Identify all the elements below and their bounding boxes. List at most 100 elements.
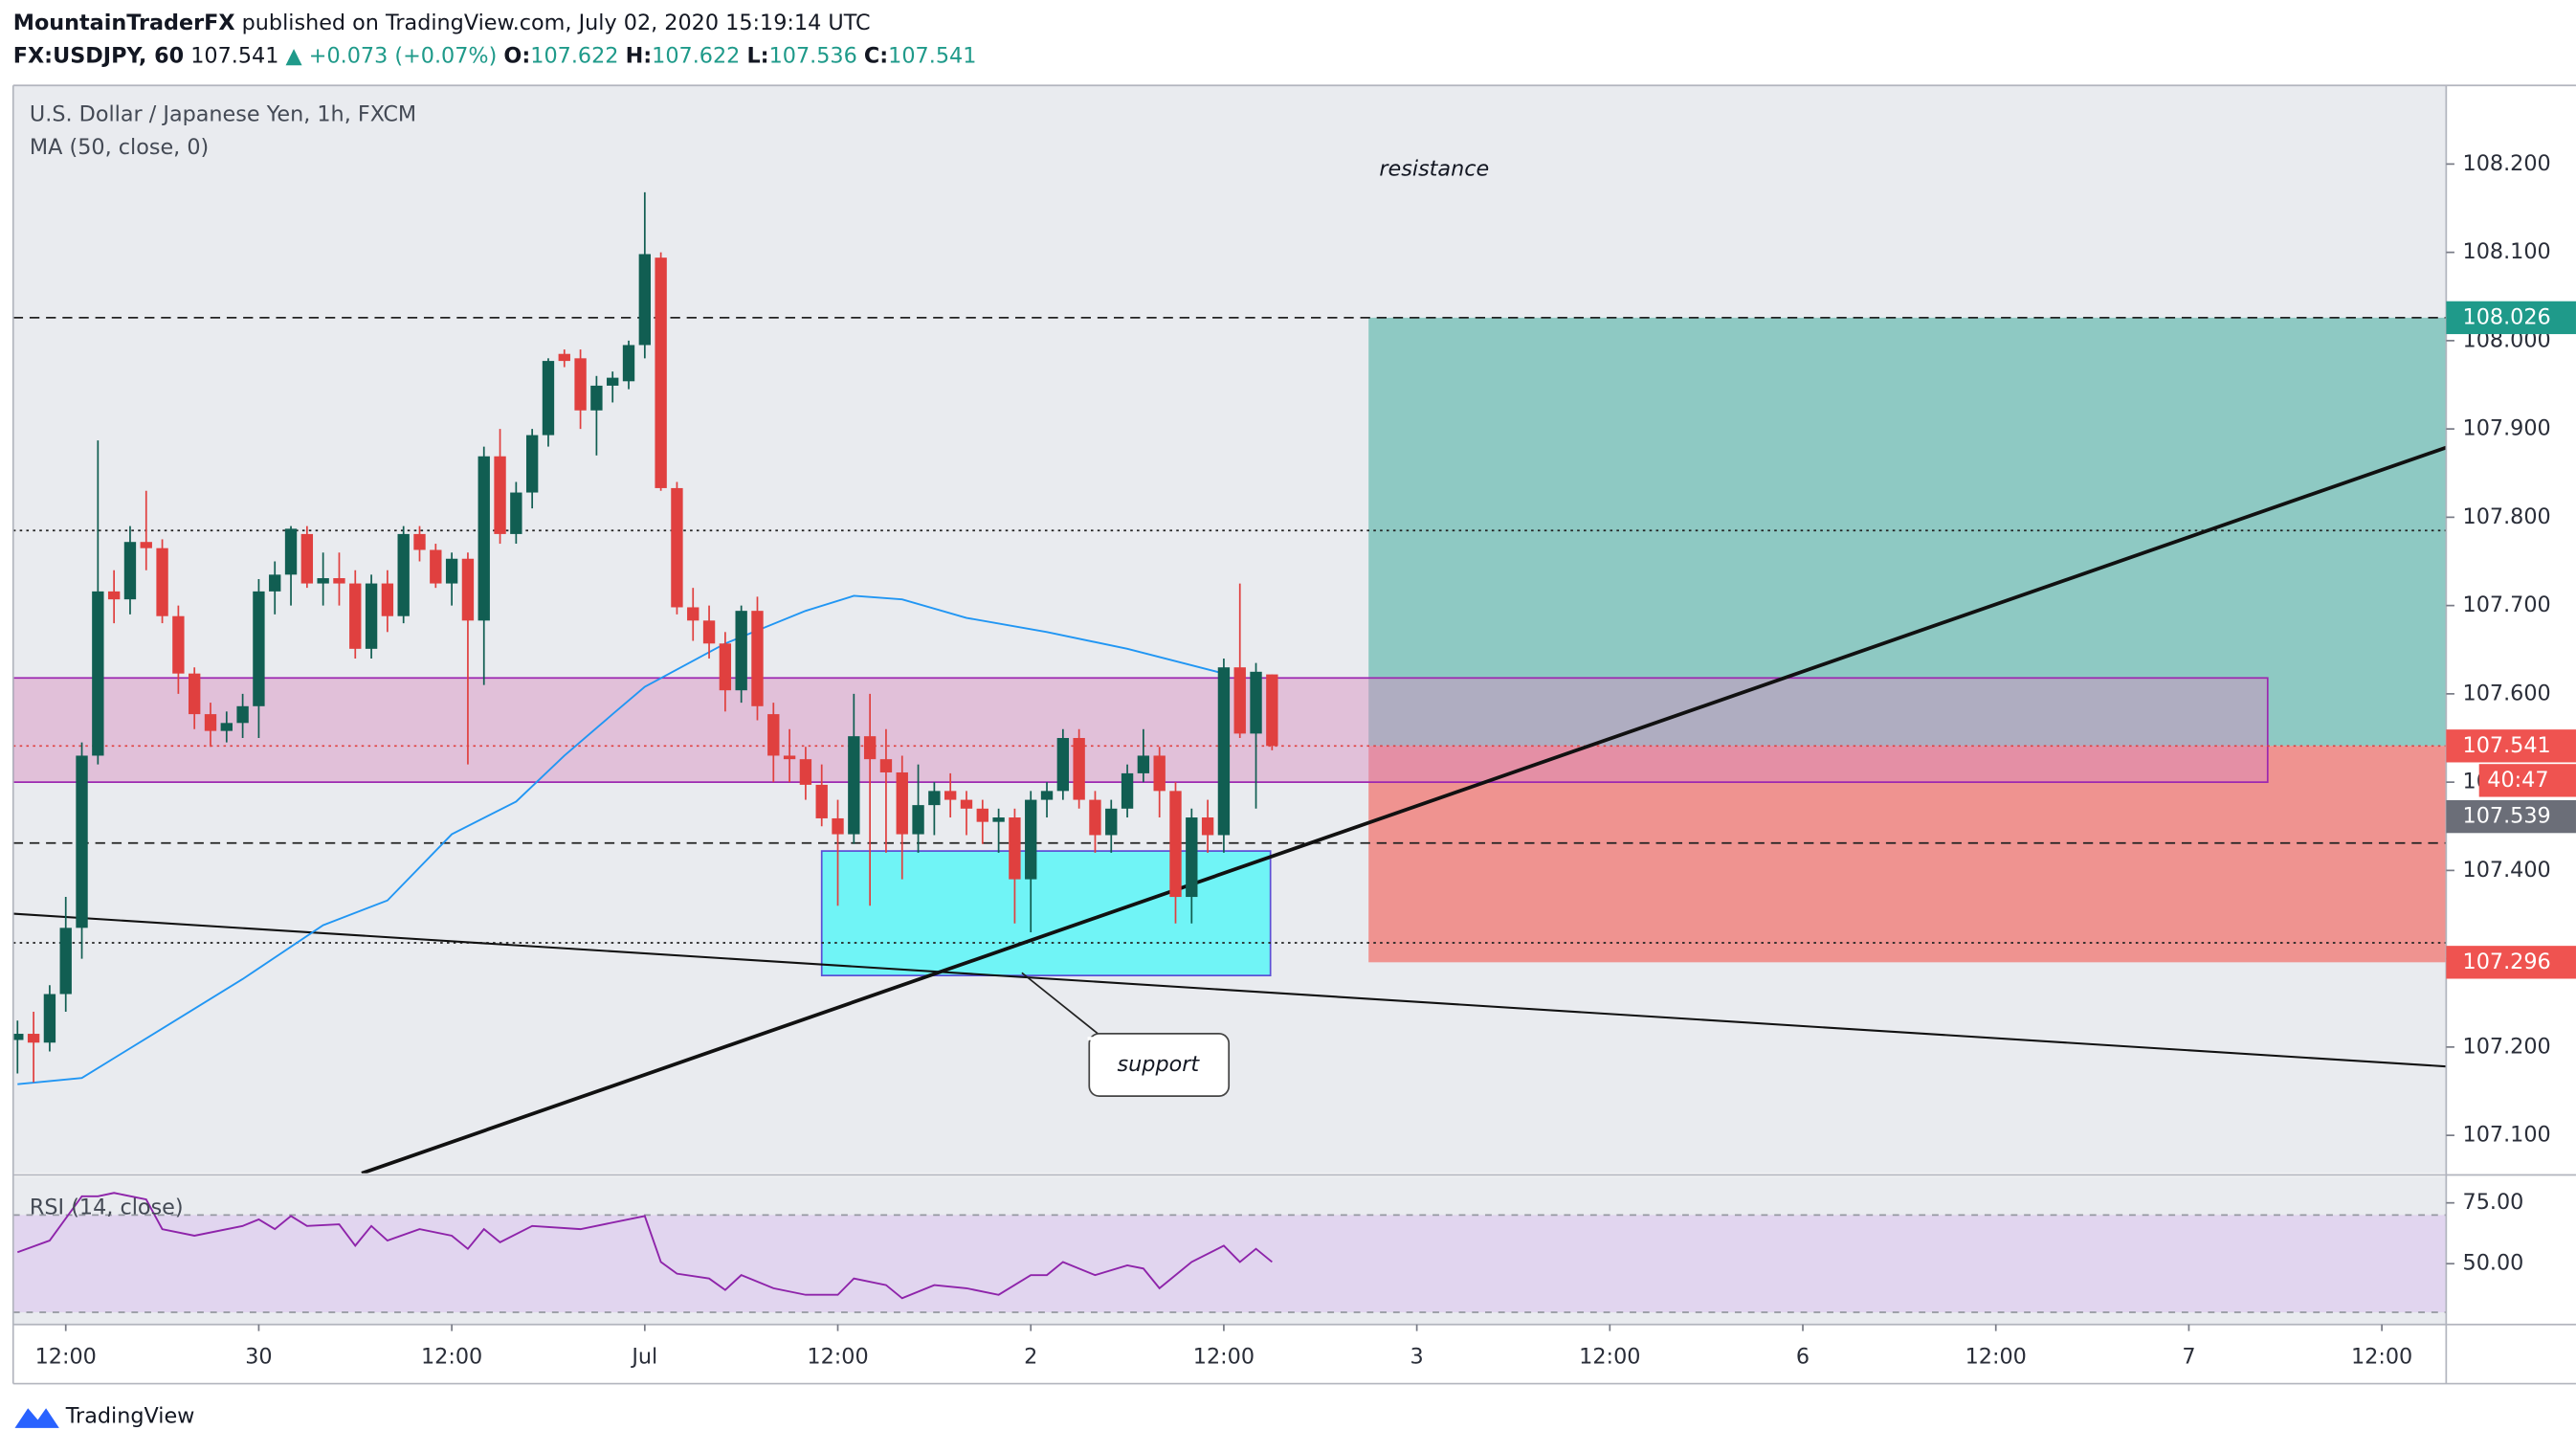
candle-body <box>783 755 796 760</box>
candle-body <box>1025 799 1037 880</box>
candle-body <box>1250 671 1262 734</box>
candle-body <box>27 1034 40 1043</box>
candle-body <box>333 578 345 584</box>
x-tick-label: 7 <box>2182 1345 2195 1370</box>
candle-body <box>1153 755 1166 792</box>
candle-body <box>12 1034 24 1040</box>
rsi-plot <box>12 1192 2447 1313</box>
candle-body <box>59 928 72 995</box>
axes <box>11 84 2576 1385</box>
candle-body <box>300 533 314 584</box>
candle-body <box>92 591 104 756</box>
candle-body <box>204 714 217 731</box>
price-badge-label: 108.026 <box>2463 304 2551 329</box>
candle-body <box>172 615 185 674</box>
candle-body <box>477 456 490 621</box>
candle-body <box>430 549 442 584</box>
profit-zone <box>1368 317 2447 747</box>
candle-body <box>317 578 329 584</box>
y-tick-label: 107.400 <box>2463 858 2551 883</box>
candle-body <box>269 574 281 592</box>
candle-body <box>76 755 88 928</box>
price-plot <box>12 191 2447 1174</box>
candle-body <box>848 736 860 835</box>
header-line: MountainTraderFX published on TradingVie… <box>13 11 871 35</box>
ohlc-value: 107.541 <box>888 43 976 68</box>
candle-body <box>349 583 362 649</box>
bid-label: 107.539 <box>2463 804 2551 829</box>
candle-body <box>815 784 828 818</box>
x-tick-label: 30 <box>245 1345 272 1370</box>
price-badge <box>2446 729 2576 763</box>
candle-body <box>879 759 893 772</box>
x-tick-label: 3 <box>1410 1345 1424 1370</box>
candle-body <box>558 353 570 362</box>
candle-body <box>1009 817 1021 880</box>
candle-body <box>928 791 941 806</box>
ma-legend: MA (50, close, 0) <box>30 135 209 160</box>
x-tick-label: 6 <box>1796 1345 1810 1370</box>
candle-body <box>799 759 812 785</box>
candle-body <box>767 714 780 756</box>
candle-body <box>944 791 957 800</box>
x-tick-label: 12:00 <box>807 1345 868 1370</box>
y-tick-label: 107.600 <box>2463 681 2551 705</box>
candle-body <box>494 456 506 534</box>
candle-body <box>365 583 378 649</box>
y-tick-label: 108.100 <box>2463 239 2551 264</box>
candle-body <box>1040 791 1054 800</box>
candle-body <box>1217 667 1231 836</box>
price-badge-label: 107.296 <box>2463 950 2551 974</box>
candle-body <box>284 528 298 575</box>
ma-line <box>17 594 1225 1085</box>
callout-pointer <box>1021 972 1105 1039</box>
candle-body <box>123 542 137 600</box>
candle-body <box>1266 674 1278 747</box>
candle-body <box>43 994 56 1043</box>
price-badge <box>2446 946 2576 979</box>
candle-body <box>253 591 265 706</box>
candle-body <box>525 435 539 493</box>
candle-body <box>719 643 732 691</box>
candle-body <box>622 345 635 382</box>
symbol: FX:USDJPY, 60 <box>13 43 184 68</box>
countdown-badge <box>2478 764 2576 797</box>
candle-body <box>896 771 908 835</box>
price-axis: 107.100107.200107.300107.400107.500107.6… <box>2446 151 2576 1276</box>
candle-body <box>607 377 619 386</box>
y-tick-label: 107.800 <box>2463 504 2551 529</box>
x-tick-label: 12:00 <box>35 1345 97 1370</box>
symbol-line: FX:USDJPY, 60 107.541 ▲ +0.073 (+0.07%) … <box>13 43 977 68</box>
last-price: 107.541 <box>190 43 278 68</box>
ohlc-key: C: <box>864 43 888 68</box>
y-tick-label: 107.100 <box>2463 1123 2551 1148</box>
candle-body <box>189 673 201 715</box>
candle-body <box>863 736 877 760</box>
price-badge-label: 107.541 <box>2463 733 2551 758</box>
rsi-legend: RSI (14, close) <box>30 1195 184 1219</box>
candle-body <box>912 805 924 835</box>
candle-body <box>671 487 683 608</box>
candle-body <box>751 611 764 706</box>
annotation: support <box>1118 1052 1201 1077</box>
candle-body <box>960 799 973 809</box>
x-tick-label: 12:00 <box>1193 1345 1255 1370</box>
candle-body <box>687 607 700 621</box>
price-badge <box>2446 301 2576 335</box>
y-tick-label: 107.200 <box>2463 1034 2551 1059</box>
rsi-band <box>12 1215 2447 1313</box>
candle-body <box>381 583 394 616</box>
candle-body <box>590 385 603 411</box>
annotation: resistance <box>1379 156 1489 181</box>
candle-body <box>1186 817 1198 898</box>
logo <box>14 1408 59 1428</box>
candle-body <box>1105 808 1118 836</box>
candle-body <box>1201 817 1214 836</box>
ohlc-value: 107.622 <box>530 43 618 68</box>
bid-badge <box>2446 799 2576 834</box>
candle-body <box>1089 799 1101 836</box>
candle-body <box>1137 755 1150 773</box>
